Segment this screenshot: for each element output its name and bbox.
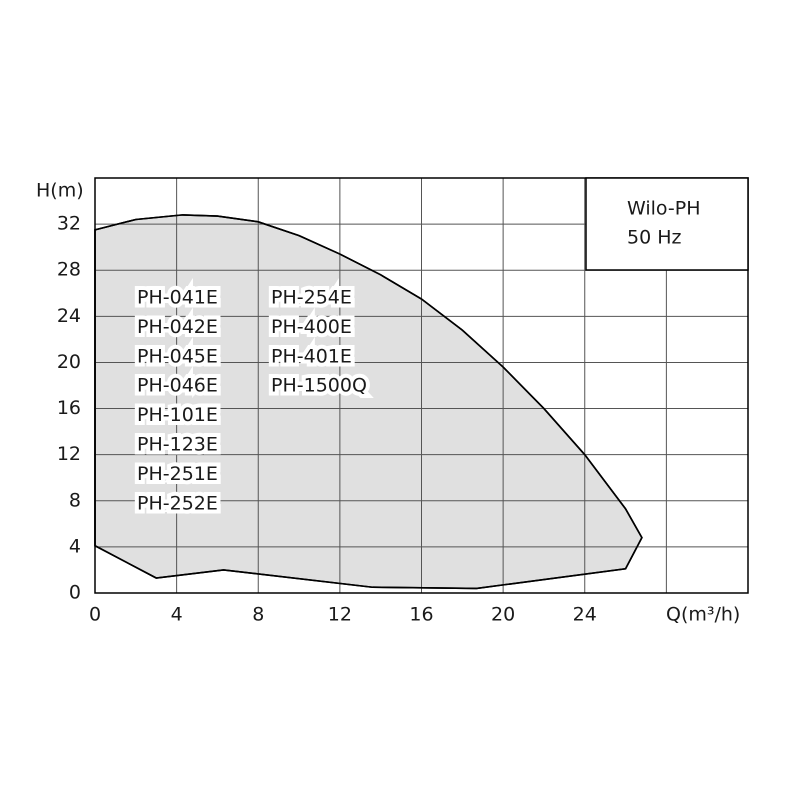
model-label: PH-401E xyxy=(271,345,352,367)
x-tick-label: 0 xyxy=(89,604,101,626)
y-tick-label: 24 xyxy=(57,305,81,327)
plot-frame xyxy=(94,177,749,594)
y-tick-label: 20 xyxy=(57,351,81,373)
y-tick-label: 12 xyxy=(57,443,81,465)
y-tick-label: 8 xyxy=(69,489,81,511)
model-label: PH-1500Q xyxy=(271,375,367,397)
model-label: PH-046E xyxy=(137,375,218,397)
info-box xyxy=(585,177,749,271)
model-label: PH-252E xyxy=(137,492,218,514)
model-label: PH-041E xyxy=(137,287,218,309)
y-tick-label: 32 xyxy=(57,213,81,235)
model-label: PH-045E xyxy=(137,345,218,367)
info-text: Wilo-PH xyxy=(627,198,701,220)
model-label: PH-251E xyxy=(137,463,218,485)
y-tick-label: 28 xyxy=(57,259,81,281)
model-label: PH-101E xyxy=(137,404,218,426)
y-axis-label: H(m) xyxy=(36,180,84,202)
y-tick-label: 0 xyxy=(69,582,81,604)
model-label: PH-123E xyxy=(137,434,218,456)
operating-area-outline xyxy=(94,214,643,590)
x-tick-label: 12 xyxy=(328,604,352,626)
model-label: PH-042E xyxy=(137,316,218,338)
model-label: PH-400E xyxy=(271,316,352,338)
x-tick-label: 8 xyxy=(252,604,264,626)
x-tick-label: 4 xyxy=(171,604,183,626)
model-label: PH-254E xyxy=(271,287,352,309)
x-tick-label: 20 xyxy=(491,604,515,626)
x-axis-label: Q(m³/h) xyxy=(666,604,740,626)
info-text: 50 Hz xyxy=(627,227,682,249)
y-tick-label: 4 xyxy=(69,535,81,557)
x-tick-label: 16 xyxy=(409,604,433,626)
x-tick-label: 24 xyxy=(573,604,597,626)
y-tick-label: 16 xyxy=(57,397,81,419)
